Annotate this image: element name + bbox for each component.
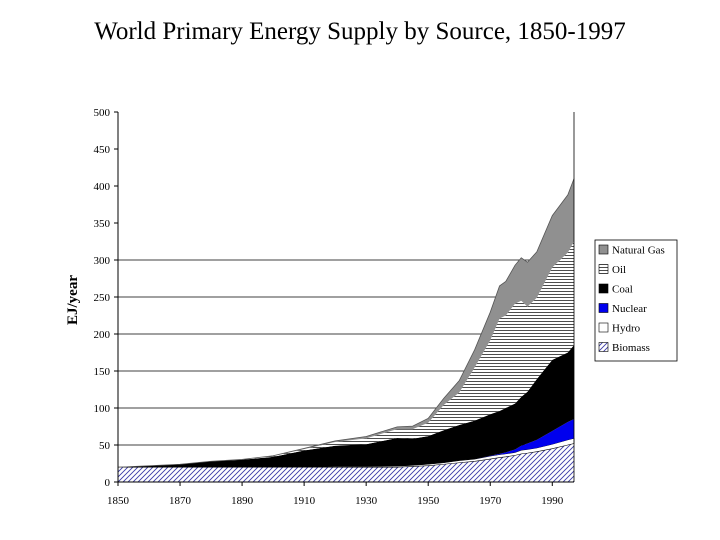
- y-tick-label-250: 250: [94, 292, 111, 304]
- y-tick-label-400: 400: [94, 181, 111, 193]
- legend-swatch-nuclear: [598, 303, 609, 313]
- legend-swatch-biomass: [598, 342, 609, 352]
- x-tick-label-1910: 1910: [293, 495, 316, 507]
- stack-top-outline: [117, 178, 575, 468]
- gridlines: [118, 259, 574, 446]
- x-tick-label-1850: 1850: [107, 495, 130, 507]
- legend-label-coal: Coal: [612, 284, 633, 296]
- legend-swatch-natural-gas: [598, 244, 609, 255]
- series-area-biomass: [118, 443, 574, 482]
- y-tick-label-100: 100: [94, 403, 111, 415]
- x-tick-label-1950: 1950: [417, 495, 440, 507]
- y-tick-label-50: 50: [99, 440, 111, 452]
- legend-swatch-oil: [598, 264, 609, 274]
- x-tick-label-1930: 1930: [355, 495, 378, 507]
- legend-label-hydro: Hydro: [612, 323, 641, 335]
- legend-box: [594, 239, 678, 362]
- legend-label-biomass: Biomass: [612, 342, 650, 354]
- y-tick-label-200: 200: [94, 329, 111, 341]
- legend-label-nuclear: Nuclear: [612, 303, 647, 315]
- legend: Natural Gas Oil Coal Nuclear Hydro Biomass: [594, 239, 678, 362]
- legend-swatch-hydro: [598, 322, 609, 333]
- area-series: [117, 178, 575, 482]
- y-tick-label-500: 500: [94, 107, 111, 119]
- y-tick-label-450: 450: [94, 144, 111, 156]
- series-area-oil: [118, 241, 574, 468]
- y-tick-label-300: 300: [94, 255, 111, 267]
- legend-label-natural-gas: Natural Gas: [612, 245, 665, 257]
- x-tick-label-1970: 1970: [479, 495, 502, 507]
- y-axis-title: EJ/year: [65, 275, 81, 325]
- legend-label-oil: Oil: [612, 264, 626, 276]
- chart-title: World Primary Energy Supply by Source, 1…: [94, 18, 626, 45]
- y-tick-label-0: 0: [105, 477, 111, 489]
- axes: 0 50 100 150 200 250 300 350 400 450 500 1850 1870 18…: [65, 107, 575, 507]
- x-tick-label-1990: 1990: [541, 495, 564, 507]
- x-tick-label-1890: 1890: [231, 495, 254, 507]
- legend-swatch-coal: [598, 283, 609, 294]
- x-tick-label-1870: 1870: [169, 495, 192, 507]
- y-tick-label-150: 150: [94, 366, 111, 378]
- series-area-coal: [118, 345, 574, 468]
- y-tick-label-350: 350: [94, 218, 111, 230]
